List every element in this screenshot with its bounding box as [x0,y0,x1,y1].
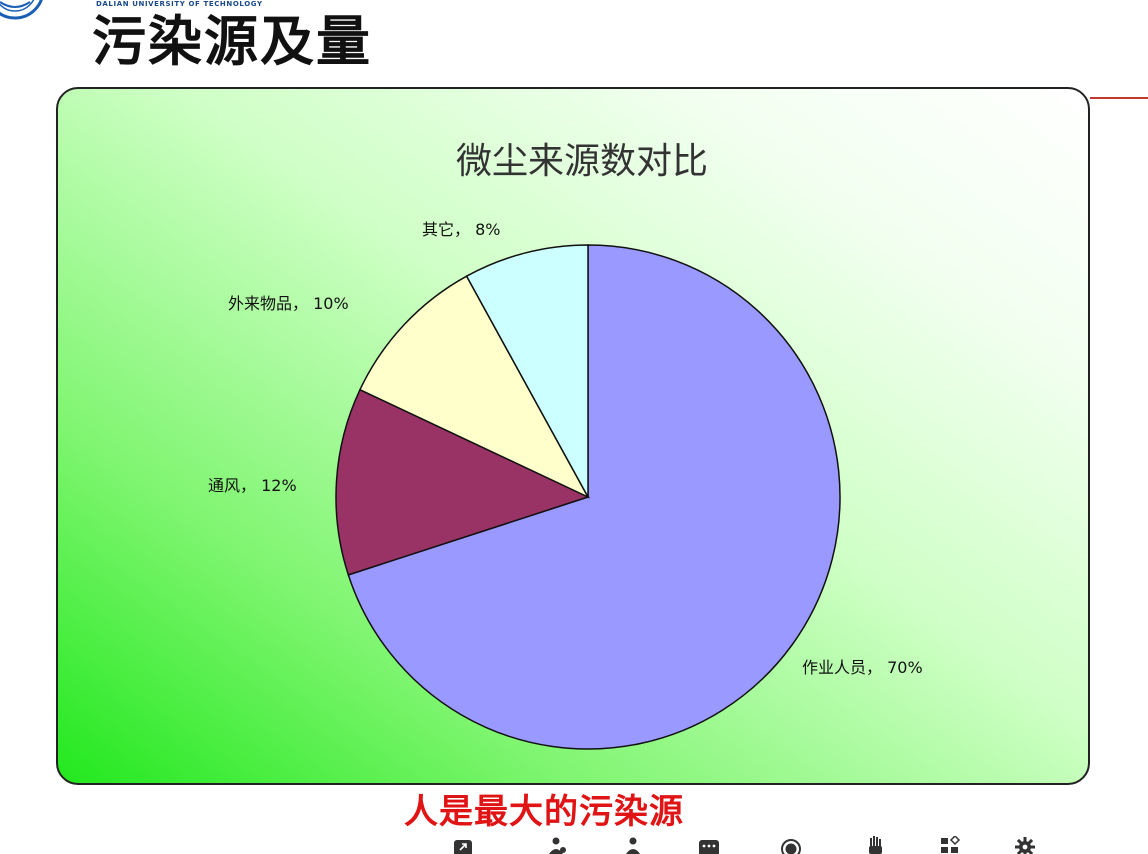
pie-slice-4 [465,244,589,498]
pie-chart-frame: 微尘来源数对比 作业人员， 70% 通风， 12% 外来物品， 10% 其它， 8% [56,87,1090,785]
settings-icon[interactable] [1014,836,1036,854]
meeting-toolbar [440,836,1060,854]
university-name: DALIAN UNIVERSITY OF TECHNOLOGY [96,0,263,8]
accent-line [1090,97,1148,99]
pie-chart: 微尘来源数对比 作业人员， 70% 通风， 12% 外来物品， 10% 其它， 8% [208,141,923,750]
pie-label-3: 外来物品， 10% [228,294,349,313]
user-icon[interactable] [622,836,644,854]
bottom-caption: 人是最大的污染源 [404,792,684,832]
raise-hand-icon[interactable] [864,836,886,854]
apps-icon[interactable] [940,836,962,854]
pie-label-1: 作业人员， 70% [802,658,923,677]
add-user-icon[interactable] [546,836,568,854]
share-icon[interactable] [452,836,474,854]
chart-title: 微尘来源数对比 [456,141,708,182]
chat-icon[interactable] [698,836,720,854]
pie-label-2: 通风， 12% [208,476,297,495]
pie-slice-3 [358,275,590,499]
slide-title: 污染源及量 [92,10,372,73]
record-icon[interactable] [780,836,802,854]
pie-label-4: 其它， 8% [422,220,500,239]
pie-slice-2 [335,388,591,576]
university-logo [0,0,43,20]
pie-slice-1 [347,244,841,750]
